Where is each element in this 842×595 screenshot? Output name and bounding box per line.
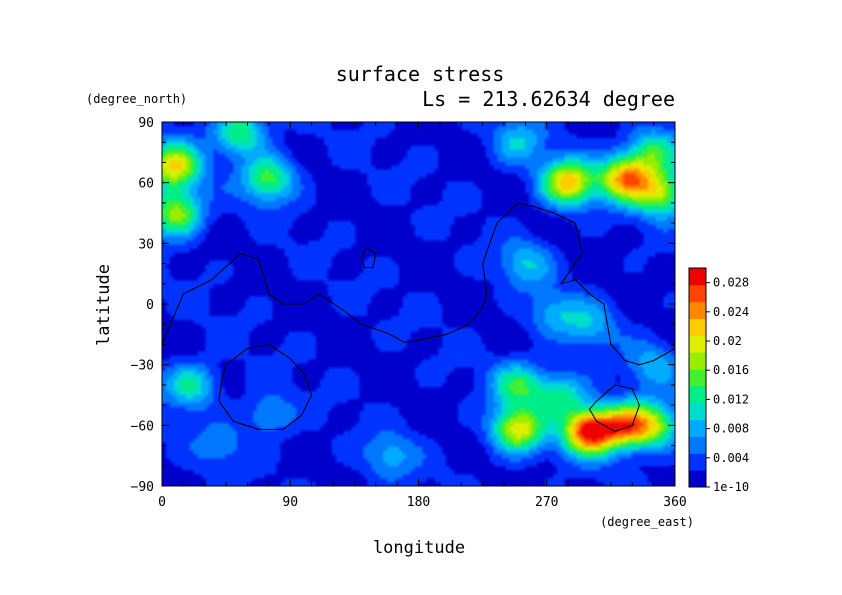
y-tick-label: −90 [131,480,154,495]
chart-subtitle: Ls = 213.62634 degree [422,87,675,111]
colorbar-swatch [689,402,706,421]
x-axis: 0 90 180 270 360 [158,122,687,510]
colorbar-tick-label: 0.004 [713,451,749,465]
x-tick-label: 180 [407,495,430,510]
y-axis-label: latitude [94,264,114,346]
colorbar-tick-label: 0.028 [713,276,749,290]
topography-contours [162,202,675,432]
y-tick-label: 90 [138,116,154,131]
x-tick-label: 270 [535,495,558,510]
colorbar-swatch [689,369,706,387]
y-tick-label: −30 [131,359,154,374]
colorbar-tick-label: 1e-10 [713,480,749,494]
x-tick-label: 90 [282,495,298,510]
contour-line-3 [588,384,640,432]
y-tick-label: 30 [138,237,154,252]
x-units-label: (degree_east) [600,515,694,529]
colorbar-swatch [689,436,706,454]
contour-line-0 [162,202,675,366]
colorbar-swatch [689,318,706,336]
colorbar-tick-label: 0.02 [713,334,742,348]
y-axis: 90 60 30 0 −30 −60 −90 [131,116,675,495]
colorbar-swatch [689,335,706,353]
colorbar-frame [688,267,707,488]
y-tick-label: 60 [138,177,154,192]
colorbar-swatch [689,385,706,404]
y-units-label: (degree_north) [86,92,187,106]
colorbar-swatch [689,301,706,320]
colorbar-tick-label: 0.016 [713,363,749,377]
colorbar-tick-label: 0.008 [713,422,749,436]
colorbar-tick-label: 0.024 [713,305,749,319]
y-tick-label: 0 [146,298,154,313]
chart-title: surface stress [336,62,505,86]
heatmap-field [162,122,675,486]
x-tick-label: 360 [663,495,686,510]
colorbar-swatch [689,470,706,488]
colorbar: 1e-10 0.004 0.008 0.012 0.016 0.02 0.024 0.028 [688,267,749,494]
y-tick-label: −60 [131,419,154,434]
contour-line-2 [218,343,313,430]
colorbar-swatch [689,453,706,471]
colorbar-swatch [689,284,706,303]
colorbar-swatch [689,268,706,286]
colorbar-tick-label: 0.012 [713,392,749,406]
contour-line-1 [360,246,377,269]
x-axis-label: longitude [373,538,465,558]
x-tick-label: 0 [158,495,166,510]
colorbar-swatch [689,419,706,437]
colorbar-swatch [689,352,706,370]
heatmap-raster [162,122,675,486]
